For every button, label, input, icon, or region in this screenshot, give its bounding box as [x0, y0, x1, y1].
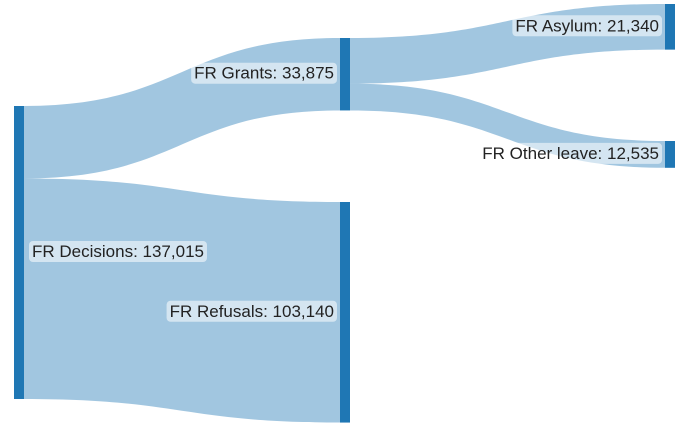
node-label: FR Other leave: 12,535 [482, 144, 659, 163]
node-label: FR Asylum: 21,340 [515, 16, 659, 35]
label-background [166, 300, 337, 322]
node [340, 202, 350, 423]
node-label: FR Refusals: 103,140 [170, 302, 334, 321]
node-label: FR Decisions: 137,015 [32, 242, 204, 261]
node [665, 4, 675, 50]
nodes [14, 4, 675, 423]
node [14, 106, 24, 399]
link [24, 38, 340, 179]
node-label: FR Grants: 33,875 [194, 64, 334, 83]
node [665, 141, 675, 168]
node [340, 38, 350, 111]
label-background [191, 62, 337, 84]
labels: FR Decisions: 137,015 FR Grants: 33,875 FR… [29, 15, 662, 322]
label-background [512, 15, 662, 37]
link [24, 178, 340, 423]
label-background [479, 142, 662, 164]
label-background [29, 240, 207, 262]
